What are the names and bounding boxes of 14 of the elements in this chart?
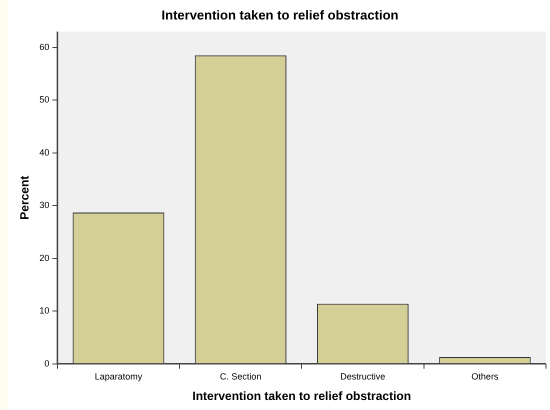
x-axis-title: Intervention taken to relief obstraction xyxy=(192,389,412,404)
y-tick-label: 50 xyxy=(39,94,50,105)
y-tick-label: 40 xyxy=(39,147,50,158)
x-tick-label: Laparatomy xyxy=(94,372,143,382)
y-tick-label: 10 xyxy=(39,306,50,316)
y-tick-label: 30 xyxy=(39,200,50,210)
chart-title: Intervention taken to relief obstraction xyxy=(162,7,399,22)
y-tick-label: 20 xyxy=(39,252,50,263)
y-tick-label: 60 xyxy=(39,42,50,52)
y-tick-label: 0 xyxy=(44,358,50,368)
x-tick-label: Others xyxy=(471,372,499,382)
x-tick-label: C. Section xyxy=(220,372,262,382)
x-tick-label: Destructive xyxy=(340,372,386,382)
y-axis-title: Percent xyxy=(18,176,32,220)
